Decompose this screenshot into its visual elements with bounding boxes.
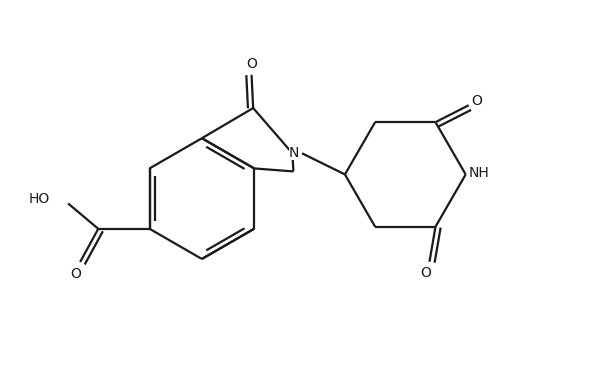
Text: HO: HO (29, 192, 50, 206)
Text: O: O (420, 266, 431, 280)
Text: N: N (289, 146, 299, 160)
Text: O: O (70, 267, 82, 281)
Text: O: O (246, 57, 257, 72)
Text: O: O (471, 94, 482, 108)
Text: NH: NH (469, 166, 490, 180)
